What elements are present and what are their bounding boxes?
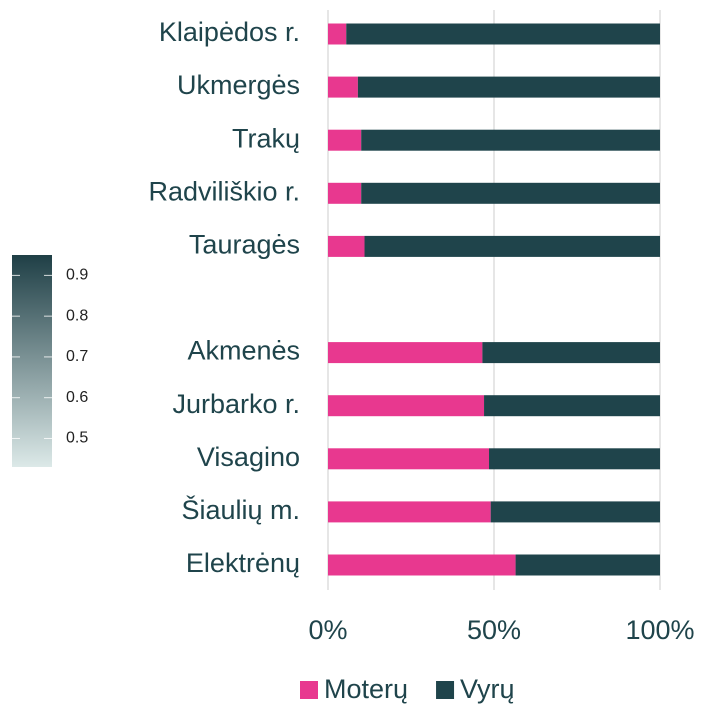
y-tick-label: Elektrėnų bbox=[186, 548, 300, 578]
bar-segment bbox=[328, 448, 490, 470]
y-tick-label: Radviliškio r. bbox=[148, 176, 300, 206]
bar-segment bbox=[328, 554, 516, 576]
bar-segment bbox=[328, 235, 365, 257]
bar-segment bbox=[328, 501, 491, 523]
y-tick-label: Trakų bbox=[232, 123, 300, 153]
y-tick-label: Ukmergės bbox=[177, 70, 300, 100]
legend-label: Moterų bbox=[324, 674, 408, 704]
y-tick-label: Akmenės bbox=[187, 336, 300, 366]
bar-segment bbox=[490, 501, 660, 523]
bar-segment bbox=[361, 182, 660, 204]
x-tick-label: 100% bbox=[625, 615, 694, 645]
y-tick-label: Šiaulių m. bbox=[181, 494, 300, 525]
bar-segment bbox=[328, 76, 358, 98]
x-tick-label: 0% bbox=[308, 615, 347, 645]
legend-label: Vyrų bbox=[460, 674, 515, 704]
colorbar-label: 0.7 bbox=[66, 348, 88, 365]
bar-segment bbox=[484, 395, 660, 417]
bar-segment bbox=[515, 554, 660, 576]
y-tick-label: Jurbarko r. bbox=[172, 389, 300, 419]
y-tick-label: Visagino bbox=[197, 442, 300, 472]
colorbar-label: 0.5 bbox=[66, 430, 88, 447]
bar-segment bbox=[357, 76, 660, 98]
bar-segment bbox=[346, 23, 660, 45]
legend-swatch bbox=[436, 681, 455, 699]
colorbar-label: 0.8 bbox=[66, 307, 88, 324]
y-tick-label: Tauragės bbox=[189, 230, 300, 260]
bar-segment bbox=[328, 395, 485, 417]
y-tick-label: Klaipėdos r. bbox=[159, 17, 300, 47]
legend-swatch bbox=[300, 681, 318, 699]
bar-segment bbox=[328, 182, 362, 204]
x-tick-label: 50% bbox=[467, 615, 521, 645]
colorbar-label: 0.9 bbox=[66, 267, 88, 284]
bar-segment bbox=[328, 23, 347, 45]
bar-segment bbox=[489, 448, 660, 470]
bar-segment bbox=[328, 342, 483, 364]
bar-segment bbox=[364, 235, 660, 257]
bar-segment bbox=[361, 129, 660, 151]
bar-segment bbox=[482, 342, 660, 364]
colorbar bbox=[12, 255, 52, 467]
colorbar-label: 0.6 bbox=[66, 389, 88, 406]
bar-segment bbox=[328, 129, 362, 151]
